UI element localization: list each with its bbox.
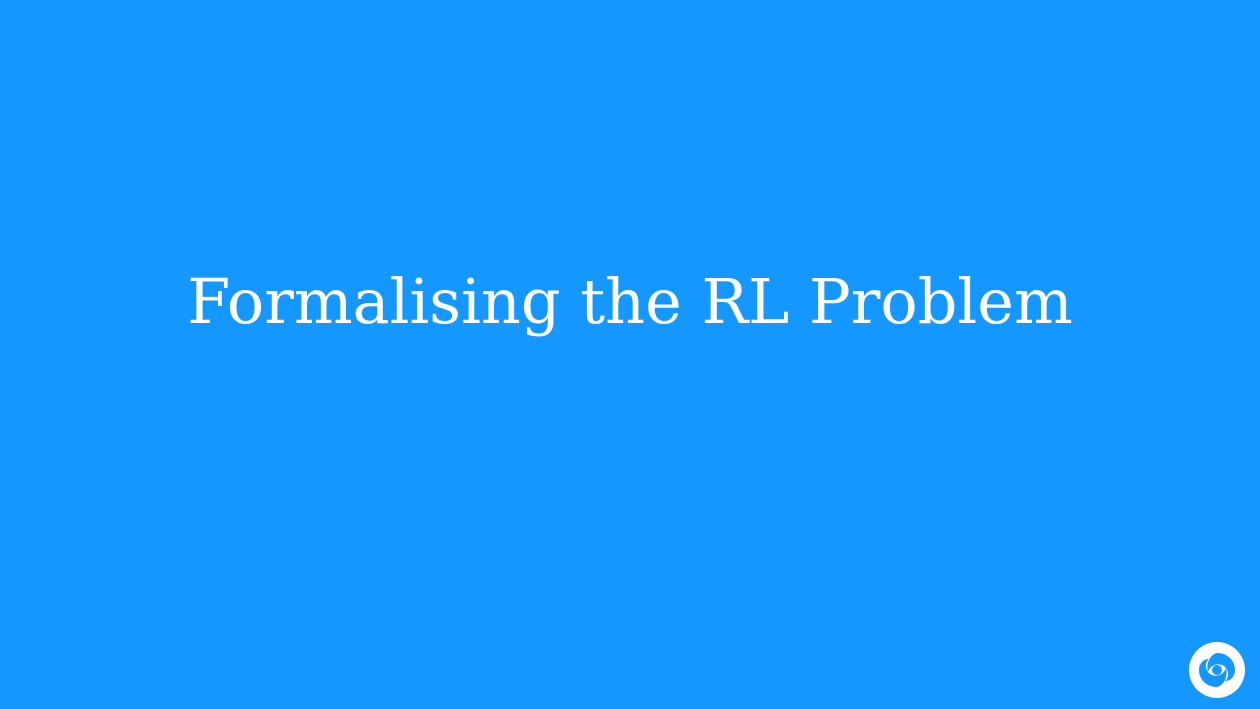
slide-title: Formalising the RL Problem: [187, 265, 1073, 338]
swirl-logo-icon: [1188, 641, 1246, 699]
